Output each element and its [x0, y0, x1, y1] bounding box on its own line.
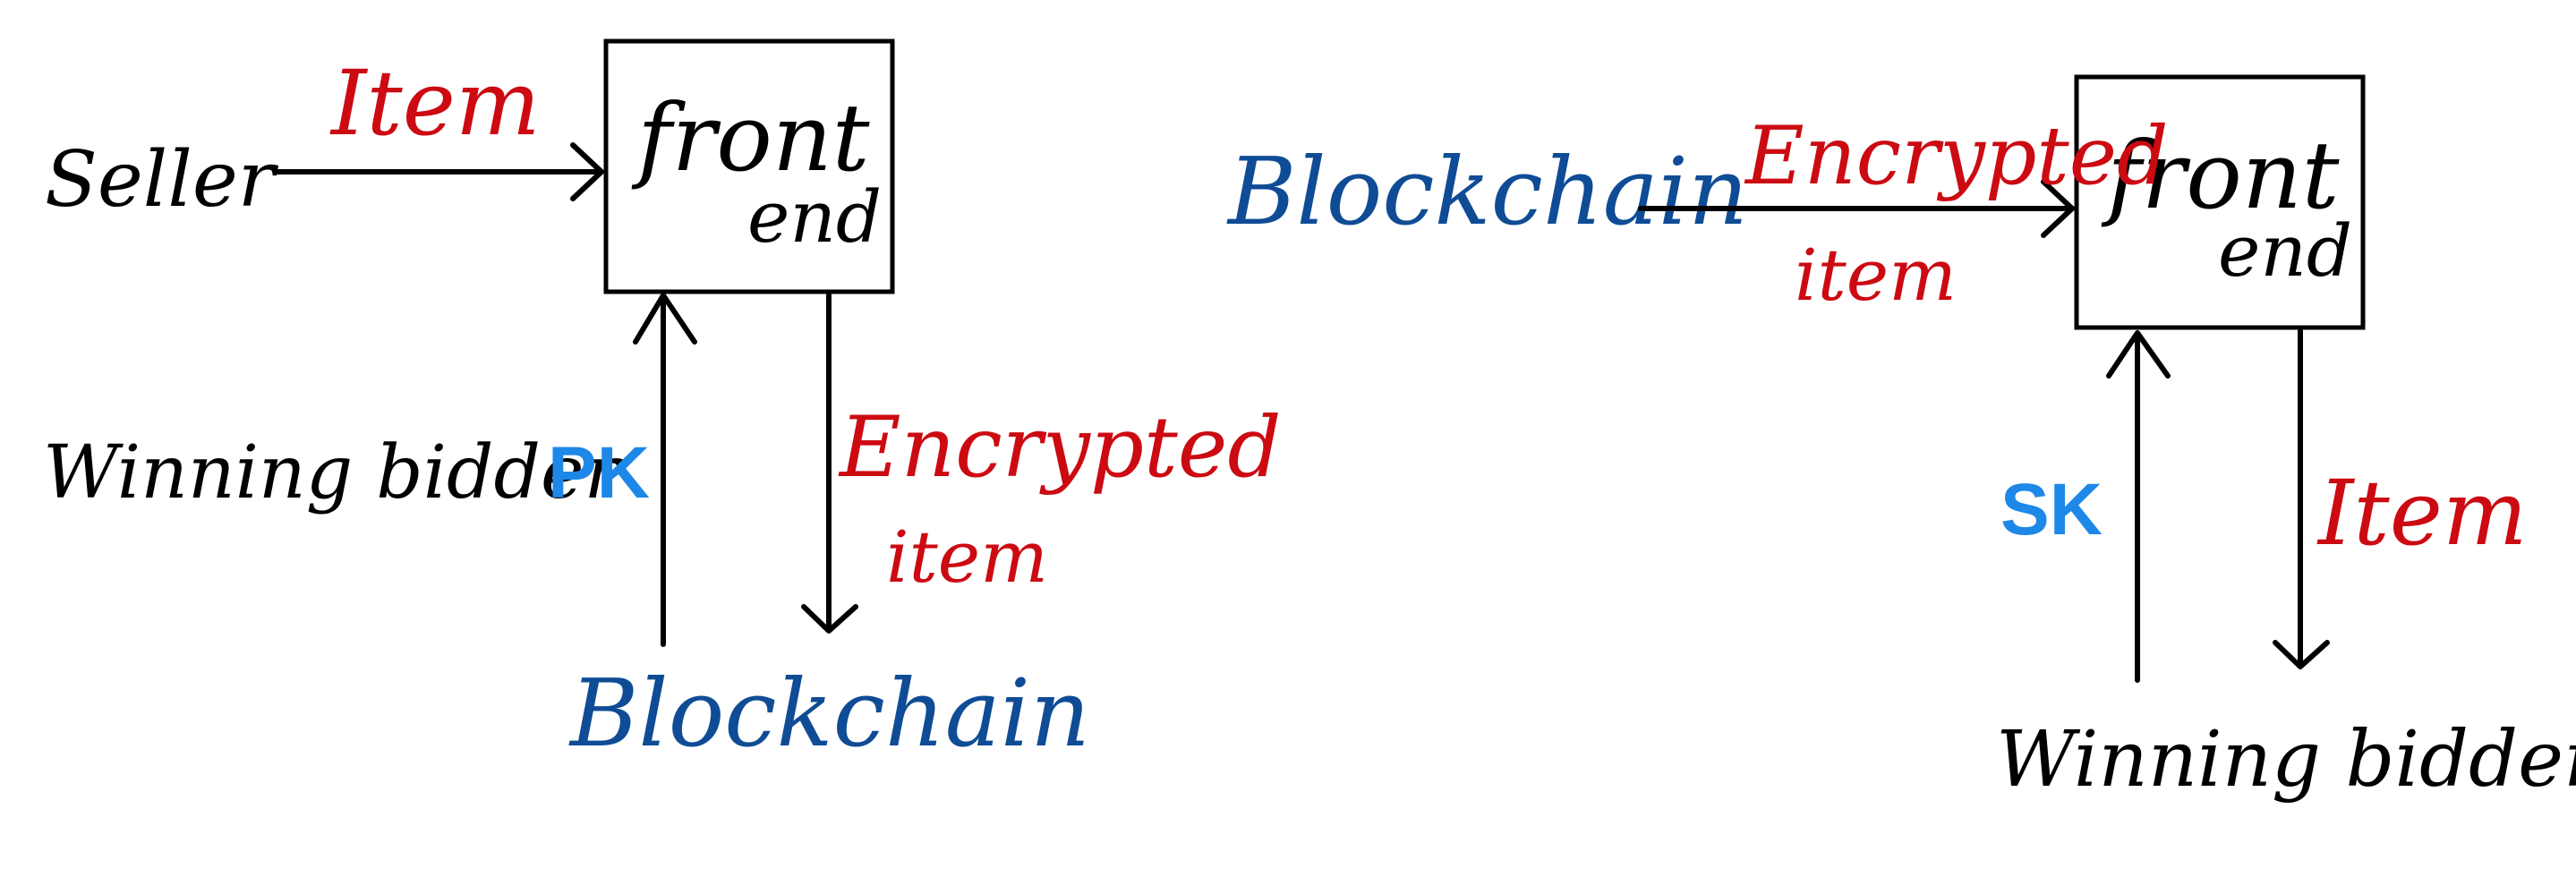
right-blockchain-label: Blockchain — [1226, 137, 1748, 246]
right-box-to-bidder-down-arrow — [2273, 328, 2330, 669]
left-box-to-blockchain-down-arrow — [801, 293, 858, 634]
left-pk-label: PK — [548, 432, 650, 514]
left-diagram: front end Seller Item Winning bidder PK … — [43, 38, 1282, 768]
left-blockchain-to-box-up-arrow — [633, 293, 697, 647]
right-diagram: front end Blockchain Encrypted item SK I… — [1226, 74, 2576, 805]
left-encrypted-label-line1: Encrypted — [838, 399, 1282, 497]
right-winning-bidder-label: Winning bidder — [1996, 715, 2576, 805]
right-bidder-to-box-up-arrow — [2106, 330, 2171, 683]
left-blockchain-label: Blockchain — [568, 659, 1090, 768]
right-encrypted-label-line1: Encrypted — [1744, 109, 2169, 203]
left-encrypted-label-line2: item — [886, 515, 1048, 599]
left-seller-to-box-arrow — [272, 142, 604, 201]
right-blockchain-to-box-arrow — [1638, 179, 2075, 238]
left-front-end-label-front: front — [631, 83, 870, 192]
left-winning-bidder-label: Winning bidder — [43, 430, 624, 515]
right-front-end-label-front: front — [2101, 121, 2340, 230]
left-seller-label: Seller — [45, 135, 279, 225]
right-sk-label: SK — [2000, 469, 2103, 550]
right-front-end-box — [2074, 74, 2366, 330]
right-item-label: Item — [2316, 461, 2528, 566]
right-front-end-label-end: end — [2218, 209, 2352, 293]
left-item-label: Item — [329, 51, 541, 156]
right-encrypted-label-line2: item — [1795, 234, 1957, 317]
left-front-end-label-end: end — [747, 175, 882, 259]
left-front-end-box — [603, 38, 895, 294]
